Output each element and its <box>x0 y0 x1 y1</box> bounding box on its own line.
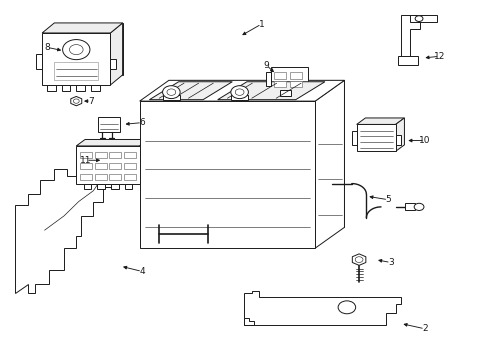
Polygon shape <box>397 56 417 65</box>
Polygon shape <box>111 184 119 189</box>
Polygon shape <box>80 152 92 158</box>
Text: 8: 8 <box>44 43 50 52</box>
Polygon shape <box>109 152 121 158</box>
Polygon shape <box>274 72 285 78</box>
Polygon shape <box>80 174 92 180</box>
Text: 11: 11 <box>80 156 92 165</box>
Polygon shape <box>395 135 400 145</box>
Text: 1: 1 <box>258 19 264 28</box>
Circle shape <box>235 89 244 95</box>
Polygon shape <box>15 155 127 293</box>
Polygon shape <box>124 174 136 180</box>
Polygon shape <box>289 72 301 78</box>
Polygon shape <box>217 82 325 100</box>
Text: 5: 5 <box>385 195 390 204</box>
Polygon shape <box>76 85 85 91</box>
Polygon shape <box>124 163 136 169</box>
Text: 7: 7 <box>88 96 94 105</box>
Polygon shape <box>36 54 42 69</box>
Polygon shape <box>352 254 365 265</box>
Polygon shape <box>274 81 285 87</box>
Polygon shape <box>91 85 100 91</box>
Polygon shape <box>124 152 136 158</box>
Polygon shape <box>244 318 254 325</box>
Polygon shape <box>351 131 356 145</box>
Polygon shape <box>409 15 436 22</box>
Text: 9: 9 <box>263 61 269 70</box>
Circle shape <box>354 257 362 262</box>
Polygon shape <box>315 80 344 248</box>
Polygon shape <box>149 82 232 100</box>
Circle shape <box>162 86 180 99</box>
Circle shape <box>69 45 83 55</box>
Polygon shape <box>54 23 122 75</box>
Polygon shape <box>97 184 105 189</box>
Text: 4: 4 <box>139 267 144 276</box>
Polygon shape <box>400 15 419 58</box>
Polygon shape <box>109 174 121 180</box>
Circle shape <box>414 16 422 22</box>
Polygon shape <box>83 184 91 189</box>
Circle shape <box>166 89 175 95</box>
Circle shape <box>62 40 90 60</box>
Polygon shape <box>47 85 56 91</box>
Polygon shape <box>98 117 120 132</box>
Polygon shape <box>140 80 344 101</box>
Polygon shape <box>140 101 315 248</box>
Polygon shape <box>42 33 110 85</box>
Polygon shape <box>140 139 148 184</box>
Polygon shape <box>95 152 106 158</box>
Circle shape <box>413 203 423 211</box>
Polygon shape <box>61 85 70 91</box>
Polygon shape <box>124 184 132 189</box>
Text: 2: 2 <box>421 324 427 333</box>
Polygon shape <box>289 81 301 87</box>
Polygon shape <box>42 23 122 33</box>
Polygon shape <box>71 96 81 106</box>
Circle shape <box>73 99 79 103</box>
Text: 6: 6 <box>139 118 144 127</box>
Polygon shape <box>109 163 121 169</box>
Polygon shape <box>76 146 140 184</box>
Polygon shape <box>266 72 271 86</box>
Polygon shape <box>356 118 404 125</box>
Circle shape <box>230 86 248 99</box>
Polygon shape <box>54 62 98 80</box>
Polygon shape <box>395 118 404 151</box>
Text: 10: 10 <box>418 136 430 145</box>
Text: 3: 3 <box>387 258 393 267</box>
Polygon shape <box>80 163 92 169</box>
Text: 12: 12 <box>433 52 444 61</box>
Circle shape <box>337 301 355 314</box>
Polygon shape <box>95 174 106 180</box>
Polygon shape <box>110 59 116 69</box>
Polygon shape <box>162 95 180 100</box>
Polygon shape <box>76 139 148 146</box>
Polygon shape <box>271 67 307 90</box>
Polygon shape <box>110 23 122 85</box>
Polygon shape <box>230 95 248 100</box>
Polygon shape <box>405 203 414 211</box>
Polygon shape <box>244 291 400 325</box>
Polygon shape <box>95 163 106 169</box>
Polygon shape <box>280 90 290 96</box>
Polygon shape <box>356 125 395 151</box>
